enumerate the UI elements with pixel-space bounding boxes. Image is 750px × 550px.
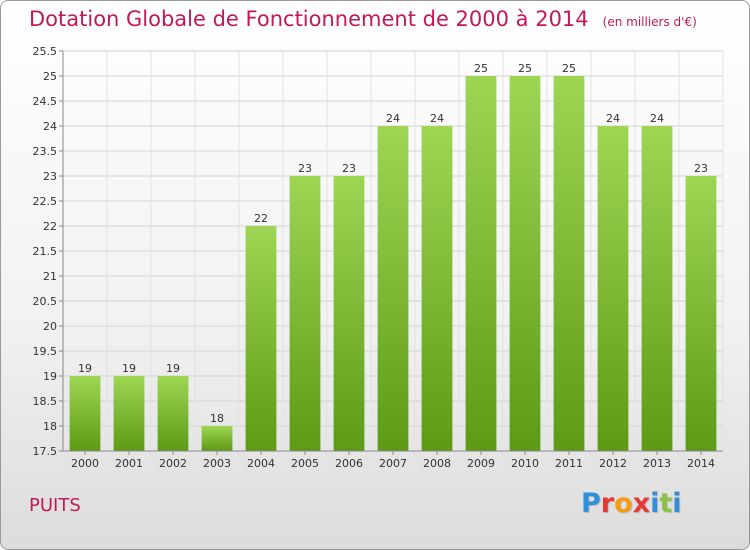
x-tick-label: 2012 [599,457,627,470]
x-tick-label: 2010 [511,457,539,470]
x-tick-label: 2006 [335,457,363,470]
logo-letter: x [632,488,651,519]
bar [289,176,321,451]
bar-value-label: 24 [650,112,664,125]
bar-value-label: 25 [562,62,576,75]
y-tick-label: 21.5 [33,245,58,258]
bar [377,126,409,451]
y-tick-label: 24 [43,120,57,133]
y-tick-label: 21 [43,270,57,283]
y-tick-label: 23.5 [33,145,58,158]
bar-value-label: 19 [122,362,136,375]
bar [157,376,189,451]
bar-value-label: 24 [386,112,400,125]
x-tick-label: 2000 [71,457,99,470]
bar [333,176,365,451]
x-tick-label: 2007 [379,457,407,470]
bar-value-label: 25 [474,62,488,75]
y-tick-label: 17.5 [33,445,58,458]
bar-value-label: 22 [254,212,268,225]
bar [465,76,497,451]
logo-letter: o [614,488,633,519]
y-tick-label: 18.5 [33,395,58,408]
bar-value-label: 19 [78,362,92,375]
bar [201,426,233,451]
bar-value-label: 24 [606,112,620,125]
y-tick-label: 25.5 [33,45,58,58]
bar [421,126,453,451]
bar-value-label: 19 [166,362,180,375]
x-tick-label: 2002 [159,457,187,470]
x-tick-label: 2008 [423,457,451,470]
bar [641,126,673,451]
x-tick-label: 2009 [467,457,495,470]
bar-value-label: 23 [694,162,708,175]
bar-value-label: 23 [298,162,312,175]
x-tick-label: 2011 [555,457,583,470]
x-tick-label: 2003 [203,457,231,470]
logo-letter: i [650,488,660,519]
bars: 19 19 19 18 22 23 23 24 24 25 25 25 24 24 23 [69,62,717,451]
x-tick-label: 2014 [687,457,715,470]
y-tick-label: 24.5 [33,95,58,108]
bar-value-label: 24 [430,112,444,125]
proxiti-logo: Proxiti [581,488,682,519]
bar [553,76,585,451]
chart-title-text: Dotation Globale de Fonctionnement de 20… [29,7,589,31]
bar [113,376,145,451]
logo-letter: i [672,488,682,519]
x-tick-label: 2004 [247,457,275,470]
y-tick-label: 20 [43,320,57,333]
y-tick-label: 23 [43,170,57,183]
y-tick-label: 20.5 [33,295,58,308]
x-tick-label: 2013 [643,457,671,470]
commune-name: PUITS [29,495,81,516]
bar [69,376,101,451]
bar [509,76,541,451]
y-tick-label: 19 [43,370,57,383]
axes: 17.5 18 18.5 19 19.5 20 20.5 21 21.5 22 22.5 23 23.5… [33,45,723,470]
bar [597,126,629,451]
y-tick-label: 22.5 [33,195,58,208]
bar-value-label: 25 [518,62,532,75]
bar [245,226,277,451]
y-tick-label: 18 [43,420,57,433]
x-tick-label: 2001 [115,457,143,470]
logo-letter: t [659,488,673,519]
y-tick-label: 22 [43,220,57,233]
bar [685,176,717,451]
bar-value-label: 23 [342,162,356,175]
y-tick-label: 19.5 [33,345,58,358]
chart-subtitle: (en milliers d'€) [602,15,697,29]
x-tick-label: 2005 [291,457,319,470]
bar-value-label: 18 [210,412,224,425]
logo-letter: P [581,488,601,519]
logo-letter: r [600,488,615,519]
chart-title: Dotation Globale de Fonctionnement de 20… [29,7,697,31]
y-tick-label: 25 [43,70,57,83]
